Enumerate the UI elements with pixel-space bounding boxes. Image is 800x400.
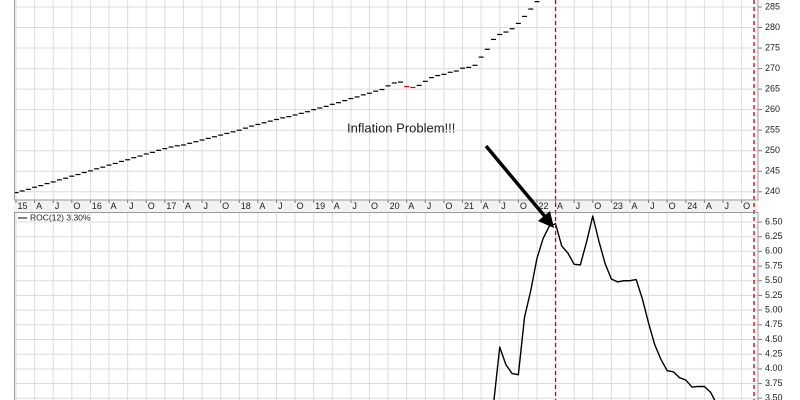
x-tick-label: 21 (464, 201, 474, 211)
x-tick-label: A (408, 201, 414, 211)
y-tick-label: 265 (765, 83, 780, 93)
y-tick-label: 5.75 (765, 260, 783, 270)
x-tick-label: 18 (241, 201, 251, 211)
x-tick-label: J (650, 201, 655, 211)
legend-label: ROC(12) 3.30% (30, 212, 91, 222)
roc-frame (14, 212, 759, 400)
x-tick-label: J (129, 201, 134, 211)
x-tick-label: J (724, 201, 729, 211)
x-tick-label: A (259, 201, 265, 211)
y-tick-label: 4.75 (765, 319, 783, 329)
x-tick-label: O (73, 201, 80, 211)
x-tick-label: 19 (315, 201, 325, 211)
grid-layer (14, 0, 758, 400)
x-tick-label: A (111, 201, 117, 211)
x-tick-label: J (204, 201, 209, 211)
y-tick-label: 3.75 (765, 378, 783, 388)
x-tick-label: J (576, 201, 581, 211)
y-tick-label: 5.00 (765, 304, 783, 314)
x-tick-label: 17 (166, 201, 176, 211)
x-tick-label: A (706, 201, 712, 211)
y-tick-label: 4.25 (765, 349, 783, 359)
y-tick-label: 245 (765, 166, 780, 176)
roc-panel (493, 215, 716, 400)
x-tick-label: O (297, 201, 304, 211)
y-tick-label: 255 (765, 125, 780, 135)
y-tick-label: 6.50 (765, 216, 783, 226)
x-tick-label: O (743, 201, 750, 211)
annotation: Inflation Problem!!! (347, 120, 455, 135)
x-tick-label: J (352, 201, 357, 211)
x-tick-label: J (55, 201, 60, 211)
y-tick-label: 4.50 (765, 334, 783, 344)
y-tick-label: 240 (765, 186, 780, 196)
x-tick-label: J (427, 201, 432, 211)
annotation-arrow (484, 144, 549, 221)
x-tick-label: A (334, 201, 340, 211)
y-tick-label: 5.25 (765, 290, 783, 300)
y-tick-label: 270 (765, 63, 780, 73)
y-tick-label: 6.00 (765, 246, 783, 256)
x-tick-label: 15 (18, 201, 28, 211)
x-tick-label: A (483, 201, 489, 211)
y-tick-label: 4.00 (765, 363, 783, 373)
x-tick-label: 24 (687, 201, 697, 211)
x-tick-label: 22 (538, 201, 548, 211)
x-tick-label: A (631, 201, 637, 211)
y-tick-label: 3.50 (765, 393, 783, 400)
roc-line (493, 215, 716, 400)
y-tick-label: 6.25 (765, 231, 783, 241)
x-tick-label: 23 (613, 201, 623, 211)
annotation-arrowhead (538, 211, 554, 228)
y-tick-label: 5.50 (765, 275, 783, 285)
x-tick-label: O (371, 201, 378, 211)
price-frame (14, 0, 759, 201)
y-tick-label: 280 (765, 22, 780, 32)
x-axis-strip (14, 200, 758, 212)
x-tick-label: A (557, 201, 563, 211)
x-tick-label: O (445, 201, 452, 211)
x-tick-label: O (594, 201, 601, 211)
x-tick-label: J (278, 201, 283, 211)
y-tick-label: 275 (765, 42, 780, 52)
y-tick-label: 260 (765, 104, 780, 114)
y-tick-label: 250 (765, 145, 780, 155)
x-tick-label: O (148, 201, 155, 211)
x-tick-label: A (185, 201, 191, 211)
price-panel (14, 1, 540, 194)
x-tick-label: A (36, 201, 42, 211)
x-tick-label: O (520, 201, 527, 211)
x-tick-label: O (669, 201, 676, 211)
x-tick-label: O (222, 201, 229, 211)
x-tick-label: 20 (390, 201, 400, 211)
y-tick-label: 285 (765, 1, 780, 11)
x-tick-label: J (501, 201, 506, 211)
x-tick-label: 16 (92, 201, 102, 211)
